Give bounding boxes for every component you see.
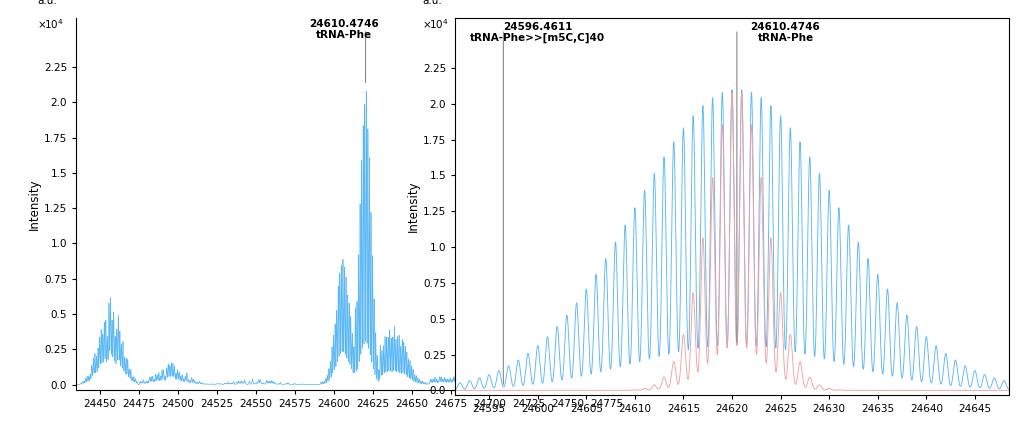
Text: a.u.: a.u. [38,0,57,7]
Y-axis label: Intensity: Intensity [28,178,41,230]
Text: a.u.: a.u. [422,0,442,6]
Text: 24610.4746
tRNA-Phe: 24610.4746 tRNA-Phe [309,19,379,40]
Y-axis label: Intensity: Intensity [407,180,420,232]
Text: 24596.4611
tRNA-Phe>>[m5C,C]40: 24596.4611 tRNA-Phe>>[m5C,C]40 [469,22,605,44]
Text: $\times\!10^4$: $\times\!10^4$ [38,17,64,31]
Text: 24610.4746
tRNA-Phe: 24610.4746 tRNA-Phe [751,22,820,44]
Text: $\times\!10^4$: $\times\!10^4$ [422,17,448,31]
